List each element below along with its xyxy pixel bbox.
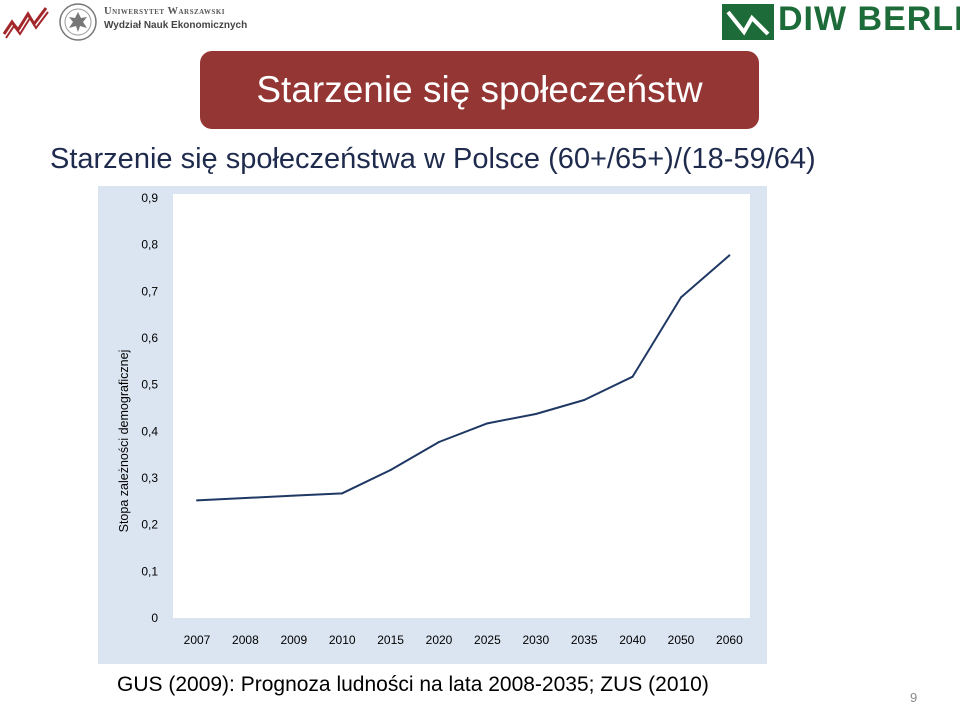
- data-point: [389, 469, 392, 471]
- data-point: [534, 413, 537, 415]
- data-point: [728, 254, 731, 257]
- x-tick-label: 2010: [329, 633, 356, 647]
- x-tick-label: 2035: [571, 633, 598, 647]
- dependency-ratio-chart: 0 0,1 0,2 0,3 0,4 0,5 0,6 0,7 0,8 0,9 Stopa zależn…: [117, 191, 750, 647]
- slide-title-banner: Starzenie się społeczeństw: [200, 51, 759, 129]
- y-tick-label: 0,9: [141, 191, 158, 205]
- x-tick-label: 2008: [232, 633, 259, 647]
- data-point: [196, 499, 198, 502]
- source-note: GUS (2009): Prognoza ludności na lata 20…: [117, 673, 709, 696]
- data-point: [583, 399, 586, 401]
- university-name: Uniwersytet Warszawski: [104, 6, 225, 17]
- x-tick-label: 2040: [619, 633, 646, 647]
- x-tick-label: 2025: [474, 633, 501, 647]
- zigzag-logo-icon: [2, 7, 49, 39]
- data-point: [244, 497, 247, 499]
- data-point: [680, 296, 682, 299]
- y-tick-label: 0,5: [141, 378, 158, 392]
- department-name: Wydział Nauk Ekonomicznych: [104, 20, 248, 31]
- x-tick-label: 2009: [280, 633, 307, 647]
- y-axis-label: Stopa zależności demograficznej: [117, 350, 131, 533]
- data-point: [486, 422, 489, 425]
- university-logo: Uniwersytet Warszawski Wydział Nauk Ekon…: [0, 0, 250, 44]
- series-line: [196, 254, 731, 502]
- eagle-emblem-icon: [59, 3, 97, 41]
- x-tick-label: 2060: [716, 633, 743, 647]
- data-point: [438, 441, 440, 443]
- y-tick-label: 0,1: [141, 564, 158, 578]
- diw-berlin-logo: DIW BERLIN: [722, 0, 960, 42]
- plot-area: [173, 194, 750, 618]
- y-tick-label: 0,3: [141, 471, 158, 485]
- diw-mark-icon: [722, 4, 774, 40]
- y-tick-label: 0,8: [141, 238, 158, 252]
- data-point: [341, 492, 344, 495]
- data-point: [631, 375, 634, 378]
- data-point: [292, 494, 295, 497]
- y-tick-label: 0,7: [141, 284, 158, 298]
- y-tick-label: 0,2: [141, 518, 158, 532]
- y-tick-label: 0,4: [141, 424, 158, 438]
- x-tick-label: 2050: [668, 633, 695, 647]
- x-tick-label: 2015: [377, 633, 404, 647]
- x-tick-label: 2007: [184, 633, 211, 647]
- diw-logo-text: DIW BERLIN: [778, 0, 960, 38]
- y-tick-label: 0,6: [141, 331, 158, 345]
- x-tick-label: 2020: [426, 633, 453, 647]
- y-tick-label: 0: [151, 611, 158, 625]
- page-number: 9: [910, 690, 918, 705]
- slide-title: Starzenie się społeczeństw: [256, 69, 703, 110]
- slide-subtitle: Starzenie się społeczeństwa w Polsce (60…: [50, 143, 816, 175]
- x-tick-label: 2030: [522, 633, 549, 647]
